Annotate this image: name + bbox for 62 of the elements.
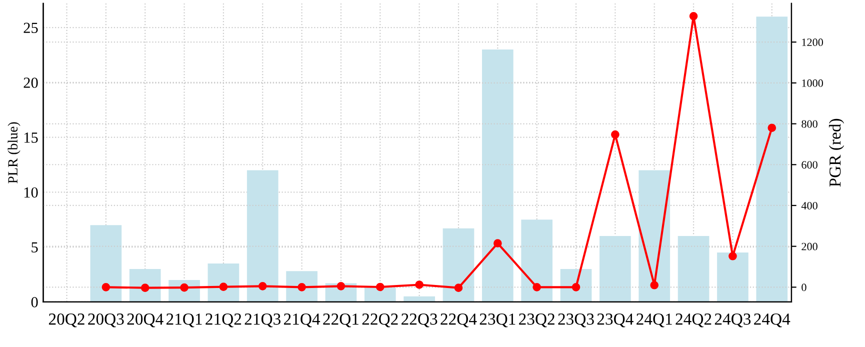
bar [404,296,435,302]
y2-tick-label: 600 [802,161,818,169]
y2-tick-label: 400 [801,202,818,210]
x-tick-label: 24Q1 [636,314,672,328]
point [650,280,659,290]
x-tick-label: 23Q3 [558,314,594,328]
x-tick-label: 21Q4 [284,314,320,328]
x-tick-label: 22Q4 [440,314,477,328]
y2-tick-label: 1200 [802,38,823,46]
point [689,12,698,20]
x-tick-label: 24Q2 [676,314,712,328]
x-tick-label: 22Q2 [362,314,398,328]
y-axis-title: PLR (blue) [8,122,20,184]
bar [717,252,748,302]
x-tick-label: 24Q3 [714,314,751,328]
x-tick-label: 21Q1 [166,314,202,328]
x-tick-label: 23Q4 [597,314,634,328]
y2-tick-label: 200 [802,242,818,250]
point [768,124,776,132]
point [454,284,463,292]
bar [208,263,240,302]
bar [560,268,592,302]
y-tick-label: 0 [31,297,38,308]
bar [442,228,474,302]
point [336,282,346,290]
y2-axis-title: PGR (red) [828,118,844,187]
y-tick-label: 25 [24,22,38,34]
y-tick-label: 15 [24,132,38,143]
point [102,283,110,292]
point [258,282,267,290]
point [728,252,737,260]
x-tick-label: 22Q1 [323,314,358,328]
point [611,130,620,139]
bar [90,225,122,302]
x-tick-label: 22Q3 [402,314,438,328]
point [219,282,228,291]
x-tick-label: 20Q4 [127,313,164,328]
x-tick-label: 24Q4 [754,314,790,328]
y-tick-label: 20 [24,78,38,88]
point [532,283,542,292]
x-tick-label: 23Q1 [480,314,516,328]
bar [482,50,514,302]
y2-tick-label: 1000 [802,79,823,87]
y2-tick-label: 0 [802,284,806,292]
bar [678,236,710,302]
point [494,239,502,248]
y-tick-label: 10 [24,187,38,198]
x-tick-label: 21Q3 [244,314,280,328]
bar [638,170,670,302]
x-tick-label: 20Q2 [48,313,84,328]
y-tick-label: 5 [32,242,38,252]
point [376,282,384,292]
bar [364,288,396,302]
bar [756,16,788,302]
x-tick-label: 20Q3 [88,313,124,328]
x-tick-label: 23Q2 [519,314,554,328]
bar [246,170,278,302]
bar [600,236,631,302]
point [415,280,424,289]
x-tick-label: 21Q2 [206,314,242,328]
bar [521,220,553,302]
y2-tick-label: 800 [802,120,818,128]
